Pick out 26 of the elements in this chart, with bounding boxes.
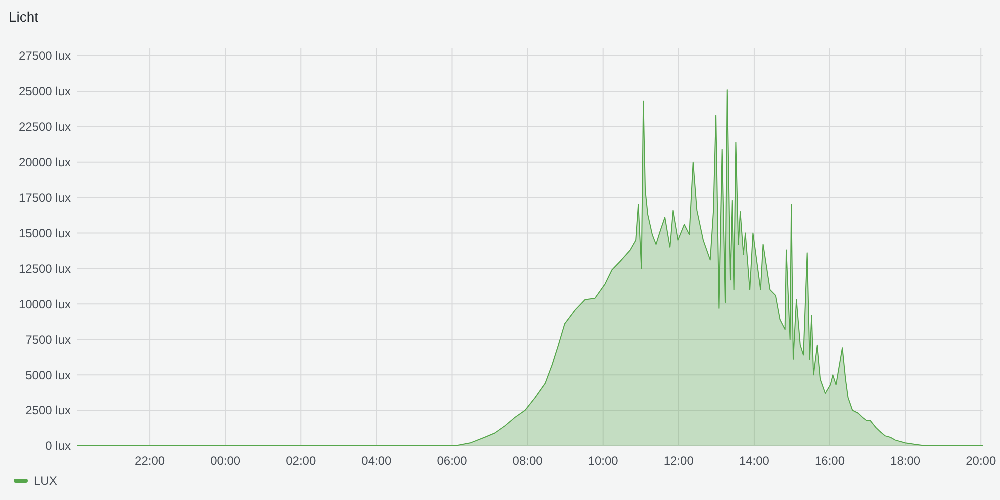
x-tick-label: 14:00 — [739, 454, 770, 468]
y-tick-label: 15000 lux — [18, 226, 71, 240]
x-tick-label: 00:00 — [210, 454, 241, 468]
y-tick-label: 0 lux — [46, 439, 71, 454]
y-tick-label: 7500 lux — [26, 332, 71, 347]
x-tick-label: 10:00 — [588, 454, 619, 468]
x-tick-label: 04:00 — [362, 454, 392, 468]
x-tick-label: 18:00 — [890, 454, 921, 468]
x-tick-label: 16:00 — [814, 454, 846, 468]
x-tick-label: 08:00 — [512, 454, 544, 468]
chart-title: Licht — [9, 9, 39, 25]
x-tick-label: 22:00 — [135, 454, 166, 468]
y-tick-label: 20000 lux — [18, 156, 71, 170]
y-tick-label: 12500 lux — [18, 262, 71, 276]
y-tick-label: 10000 lux — [18, 297, 71, 312]
x-tick-label: 02:00 — [286, 454, 316, 468]
y-tick-label: 17500 lux — [18, 191, 71, 206]
y-tick-label: 5000 lux — [26, 368, 71, 382]
x-tick-label: 20:00 — [966, 454, 996, 468]
x-tick-label: 12:00 — [664, 454, 694, 468]
y-tick-label: 27500 lux — [18, 49, 71, 64]
y-tick-label: 2500 lux — [26, 404, 71, 418]
legend-label: LUX — [34, 474, 58, 488]
y-tick-label: 22500 lux — [18, 120, 71, 134]
x-tick-label: 06:00 — [437, 454, 468, 468]
y-tick-label: 25000 lux — [18, 84, 71, 99]
